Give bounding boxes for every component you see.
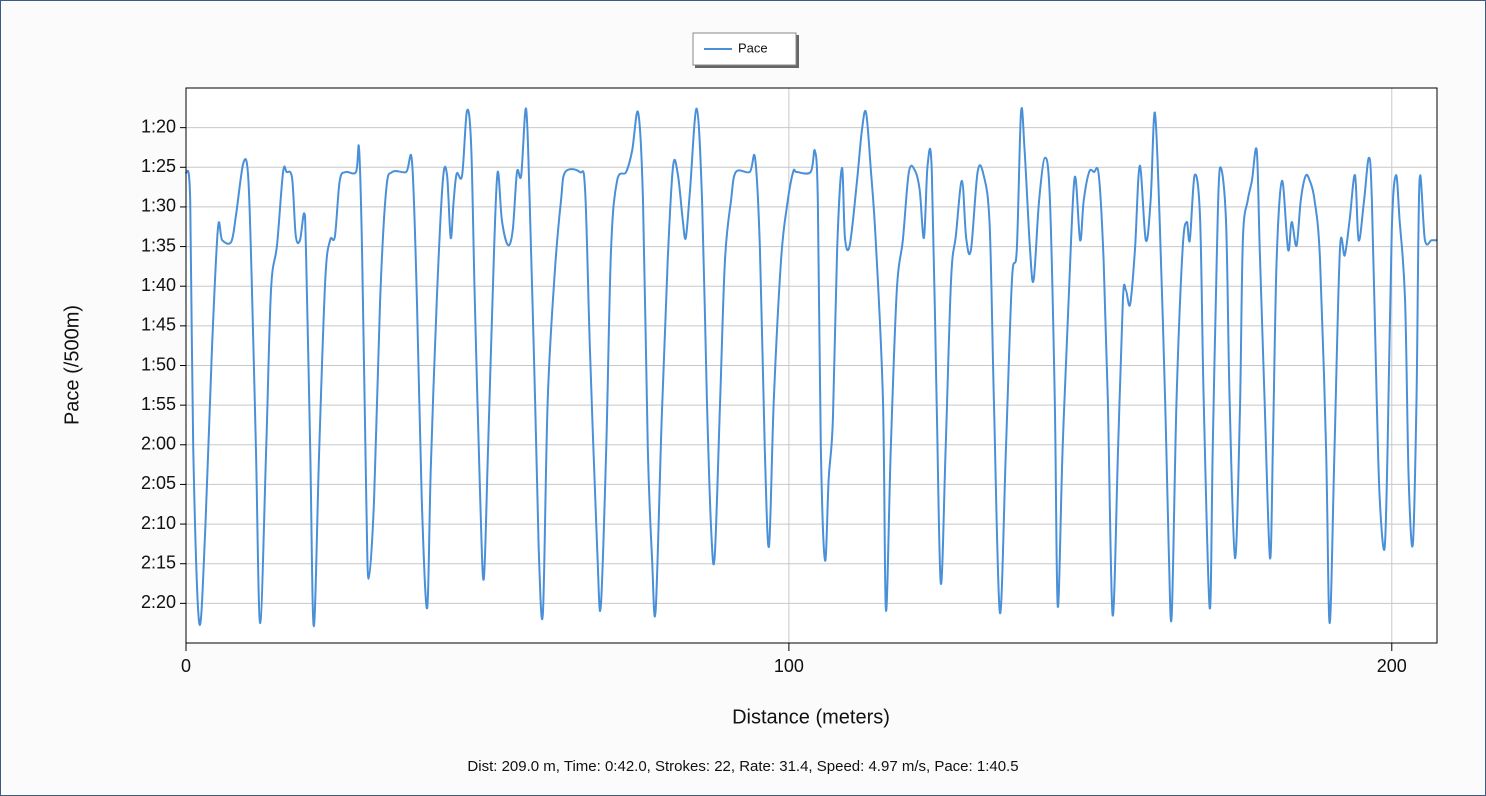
y-tick-label: 1:35 [141, 235, 176, 255]
x-tick-label: 0 [181, 656, 191, 676]
x-tick-label: 200 [1377, 656, 1407, 676]
y-axis-title: Pace (/500m) [61, 305, 83, 425]
pace-line [185, 107, 1437, 628]
y-tick-label: 1:50 [141, 354, 176, 374]
y-tick-label: 2:10 [141, 513, 176, 533]
y-tick-label: 2:15 [141, 552, 176, 572]
y-tick-label: 1:45 [141, 315, 176, 335]
grid [185, 88, 1437, 643]
y-tick-label: 2:20 [141, 592, 176, 612]
series [185, 107, 1437, 628]
y-tick-label: 1:20 [141, 116, 176, 136]
y-tick-label: 1:40 [141, 275, 176, 295]
legend-label: Pace [738, 40, 768, 55]
y-tick-label: 1:30 [141, 196, 176, 216]
x-axis-title: Distance (meters) [732, 706, 890, 728]
footer-stats: Dist: 209.0 m, Time: 0:42.0, Strokes: 22… [467, 758, 1018, 775]
y-tick-label: 1:25 [141, 156, 176, 176]
y-tick-label: 1:55 [141, 394, 176, 414]
y-tick-label: 2:00 [141, 434, 176, 454]
legend[interactable]: Pace [692, 32, 799, 68]
y-tick-label: 2:05 [141, 473, 176, 493]
x-tick-label: 100 [774, 656, 804, 676]
